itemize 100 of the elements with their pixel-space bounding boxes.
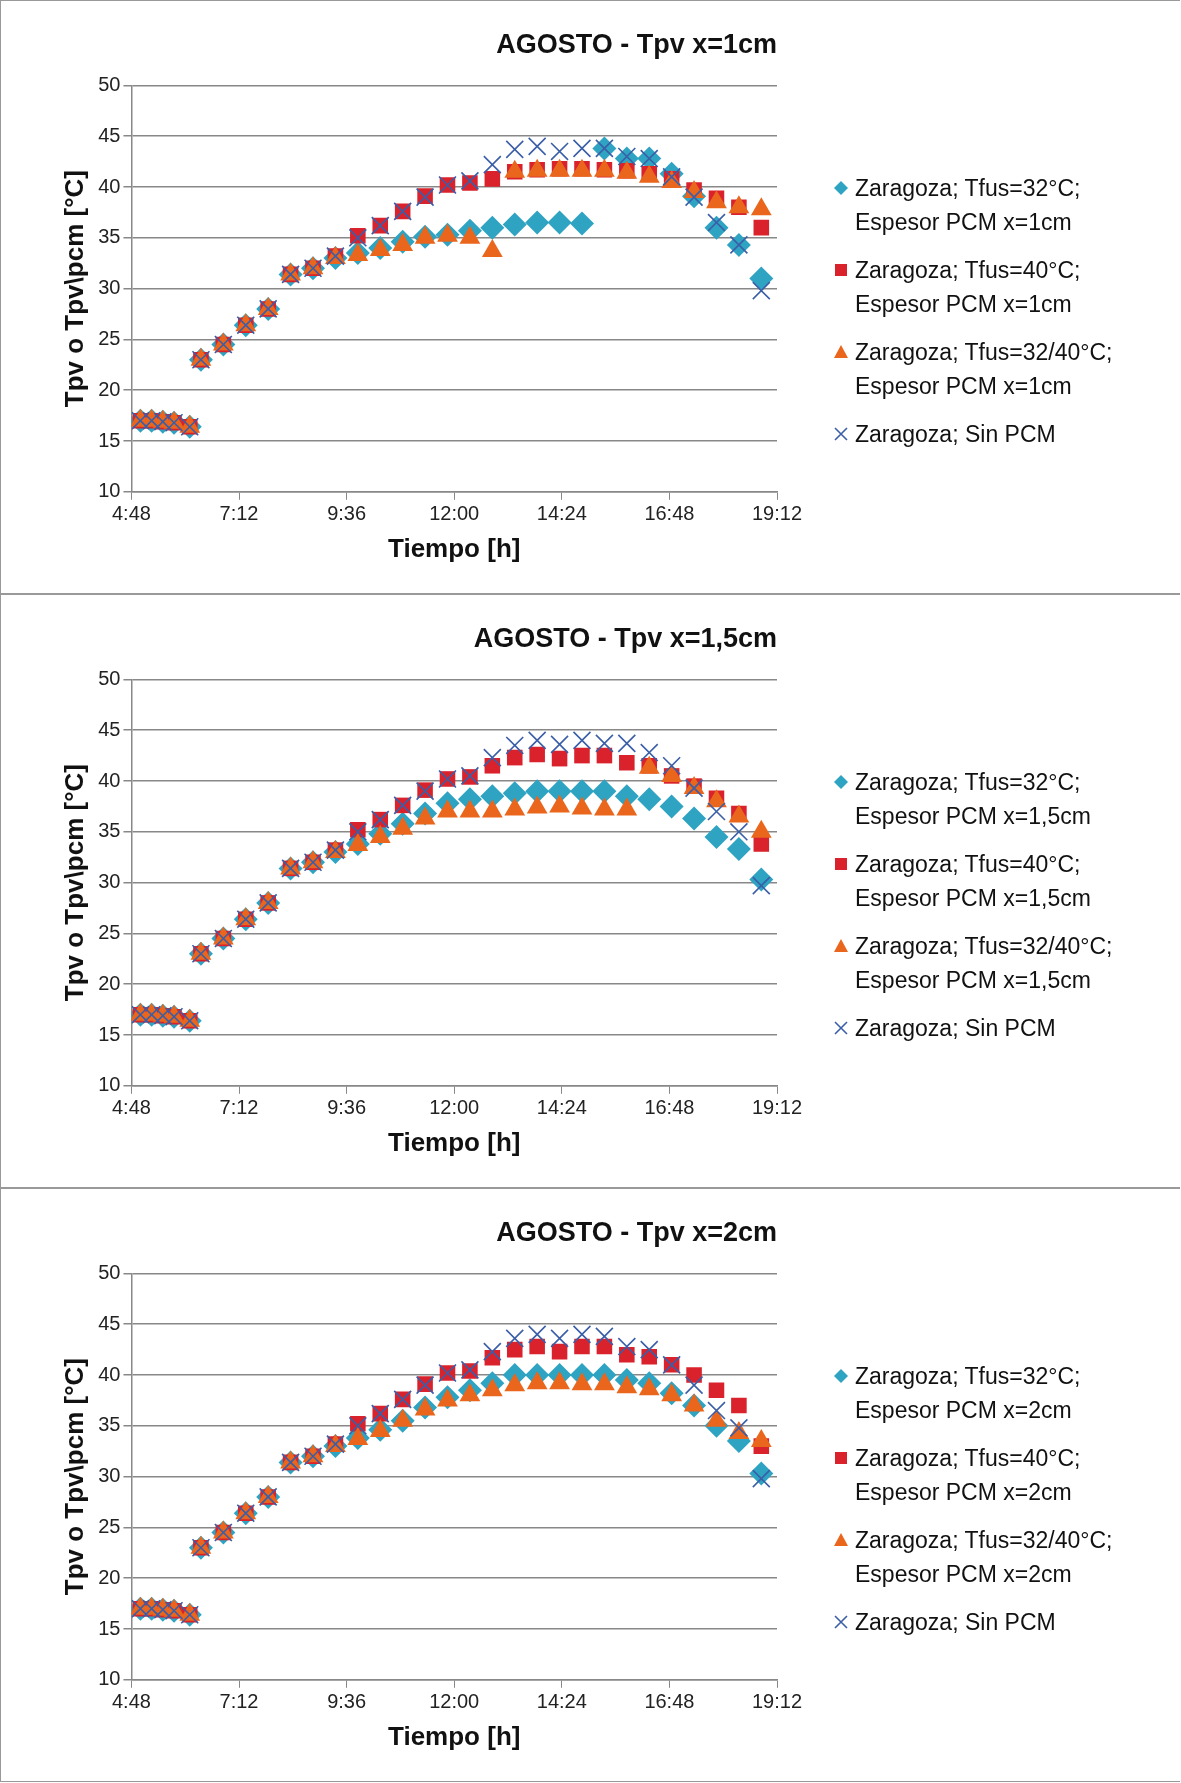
x-tick-label: 12:00 xyxy=(429,1096,480,1119)
point xyxy=(682,806,707,831)
point xyxy=(529,746,545,763)
y-tick-label: 35 xyxy=(98,225,121,248)
point xyxy=(617,147,637,166)
point xyxy=(752,281,771,300)
point xyxy=(707,1401,726,1420)
point xyxy=(550,1329,569,1348)
point xyxy=(617,734,637,753)
x-tick-label: 14:24 xyxy=(536,1096,587,1119)
point xyxy=(639,743,659,762)
legend-label: Zaragoza; Tfus=40°C; Espesor PCM x=2cm xyxy=(855,1444,1082,1507)
point xyxy=(506,749,523,766)
chart-title: AGOSTO - Tpv x=1cm xyxy=(496,28,777,59)
legend-label: Zaragoza; Tfus=40°C; Espesor PCM x=1cm xyxy=(855,256,1082,319)
legend-label: Zaragoza; Sin PCM xyxy=(855,1014,1057,1043)
x-tick-label: 12:00 xyxy=(429,1690,480,1713)
y-tick-label: 45 xyxy=(98,717,121,740)
y-tick-label: 15 xyxy=(98,428,121,451)
point xyxy=(595,734,614,753)
point xyxy=(484,171,501,187)
point xyxy=(572,139,592,158)
x-axis-title: Tiempo [h] xyxy=(388,532,521,563)
point xyxy=(483,1342,502,1361)
x-tick-label: 4:48 xyxy=(111,502,151,525)
y-tick-label: 10 xyxy=(98,479,121,502)
point xyxy=(726,837,751,862)
legend-label: Zaragoza; Tfus=32°C; Espesor PCM x=1,5cm xyxy=(855,768,1092,831)
x-tick-label: 16:48 xyxy=(644,1690,695,1713)
point xyxy=(483,748,502,767)
point xyxy=(574,1338,590,1355)
y-tick-label: 40 xyxy=(98,768,121,791)
x-tick-label: 14:24 xyxy=(536,1690,587,1713)
point xyxy=(551,750,568,767)
y-tick-label: 30 xyxy=(98,870,121,893)
y-tick-label: 35 xyxy=(98,819,121,842)
point xyxy=(704,824,729,849)
point xyxy=(637,787,662,812)
point xyxy=(550,142,569,161)
y-tick-label: 20 xyxy=(98,971,121,994)
y-tick-label: 45 xyxy=(98,1311,121,1334)
y-tick-label: 50 xyxy=(98,666,121,689)
y-tick-label: 10 xyxy=(98,1073,121,1096)
point xyxy=(529,1338,545,1355)
legend-label: Zaragoza; Tfus=32/40°C; Espesor PCM x=2cm xyxy=(855,1526,1114,1589)
y-tick-label: 50 xyxy=(98,1260,121,1283)
point xyxy=(483,155,502,174)
legend-label: Zaragoza; Tfus=40°C; Espesor PCM x=1,5cm xyxy=(855,850,1092,913)
y-tick-label: 20 xyxy=(98,1565,121,1588)
point xyxy=(547,210,572,235)
x-axis-title: Tiempo [h] xyxy=(388,1126,521,1157)
y-tick-label: 35 xyxy=(98,1413,121,1436)
point xyxy=(525,210,550,235)
point xyxy=(527,137,547,156)
point xyxy=(574,747,590,764)
x-tick-label: 4:48 xyxy=(111,1096,151,1119)
point xyxy=(550,735,569,754)
point xyxy=(708,1382,725,1399)
legend-label: Zaragoza; Tfus=32°C; Espesor PCM x=1cm xyxy=(855,174,1082,237)
y-axis-title: Tpv o Tpv\pcm [°C] xyxy=(58,764,89,1002)
x-tick-label: 9:36 xyxy=(327,1690,367,1713)
point xyxy=(572,731,592,750)
y-tick-label: 20 xyxy=(98,377,121,400)
point xyxy=(595,1327,614,1346)
point xyxy=(753,219,770,236)
point xyxy=(527,731,547,750)
point xyxy=(729,822,749,842)
point xyxy=(569,211,594,236)
point xyxy=(662,756,681,776)
x-tick-label: 16:48 xyxy=(644,502,695,525)
legend-label: Zaragoza; Tfus=32/40°C; Espesor PCM x=1,5cm xyxy=(855,932,1114,995)
point xyxy=(707,802,726,821)
y-tick-label: 45 xyxy=(98,123,121,146)
point xyxy=(592,779,617,804)
x-tick-label: 9:36 xyxy=(327,502,367,525)
legend-label: Zaragoza; Sin PCM xyxy=(855,420,1057,449)
point xyxy=(505,736,525,755)
y-tick-label: 25 xyxy=(98,1514,121,1537)
point xyxy=(572,1325,592,1344)
x-tick-label: 4:48 xyxy=(111,1690,151,1713)
point xyxy=(749,266,774,291)
x-tick-label: 16:48 xyxy=(644,1096,695,1119)
y-tick-label: 50 xyxy=(98,72,121,95)
x-tick-label: 9:36 xyxy=(327,1096,367,1119)
chart-title: AGOSTO - Tpv x=2cm xyxy=(496,1216,777,1247)
legend-label: Zaragoza; Tfus=32/40°C; Espesor PCM x=1cm xyxy=(855,338,1114,401)
x-tick-label: 19:12 xyxy=(751,1096,803,1119)
y-tick-label: 10 xyxy=(98,1667,121,1690)
x-tick-label: 19:12 xyxy=(751,1690,803,1713)
y-tick-label: 40 xyxy=(98,174,121,197)
x-tick-label: 19:12 xyxy=(751,502,803,525)
y-tick-label: 30 xyxy=(98,276,121,299)
x-tick-label: 7:12 xyxy=(219,1690,259,1713)
x-tick-label: 12:00 xyxy=(429,502,480,525)
y-tick-label: 15 xyxy=(98,1022,121,1045)
point xyxy=(659,794,684,819)
point xyxy=(617,1337,637,1356)
x-axis-title: Tiempo [h] xyxy=(388,1720,521,1751)
y-axis-title: Tpv o Tpv\pcm [°C] xyxy=(58,1358,89,1596)
point xyxy=(569,779,594,804)
